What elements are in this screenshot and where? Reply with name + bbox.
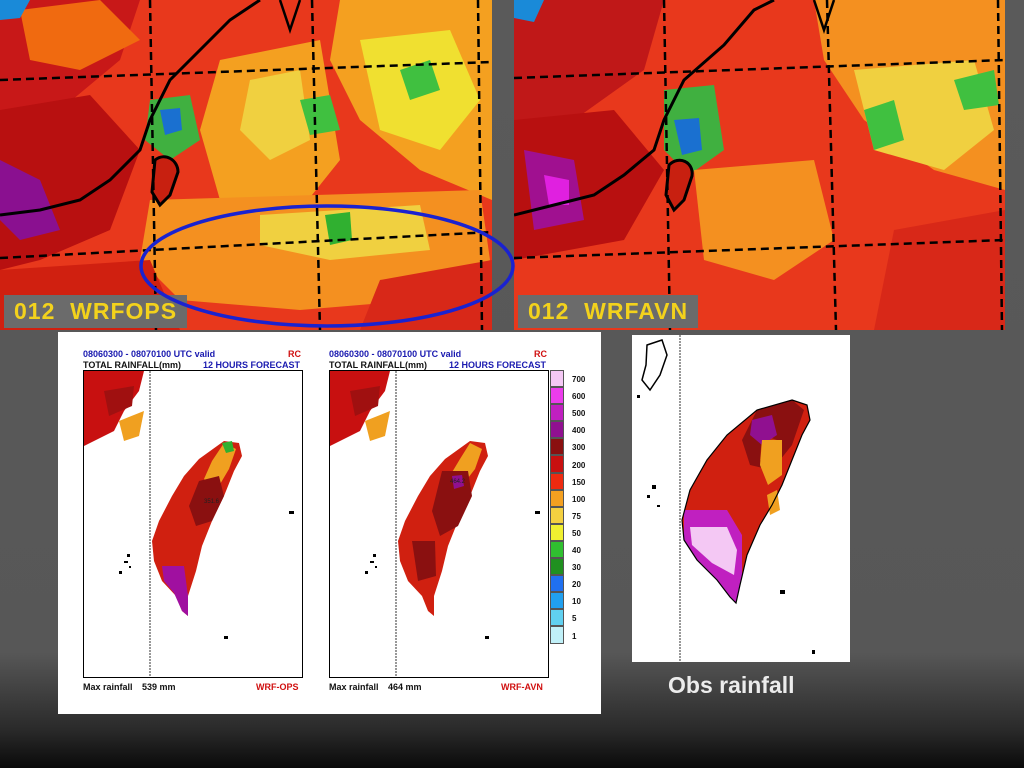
- legend-level-label: 1: [572, 631, 577, 641]
- model-name: WRF-OPS: [256, 682, 299, 692]
- legend-level-label: 300: [572, 443, 586, 453]
- legend-swatch: [550, 421, 564, 439]
- field-text: TOTAL RAINFALL(mm): [329, 360, 427, 370]
- legend-swatch: [550, 506, 564, 524]
- rainfall-color-legend: 700 600 500 400 300 200 150 100 75 50 40 30 20 10 5 1: [550, 370, 585, 644]
- legend-swatch: [550, 404, 564, 422]
- legend-swatch: [550, 455, 564, 473]
- period-text: 08060300 - 08070100 UTC valid: [329, 349, 462, 359]
- legend-level-label: 150: [572, 477, 586, 487]
- peak-value: 351.6: [204, 499, 220, 505]
- field-text: TOTAL RAINFALL(mm): [83, 360, 181, 370]
- forecast-hours-text: 12 HOURS FORECAST: [449, 360, 547, 370]
- legend-level-label: 100: [572, 494, 586, 504]
- legend-swatch: [550, 523, 564, 541]
- wrfops-label: 012 WRFOPS: [4, 295, 188, 328]
- forecast-hours-text: 12 HOURS FORECAST: [203, 360, 301, 370]
- legend-swatch: [550, 609, 564, 627]
- legend-level-label: 700: [572, 375, 586, 384]
- legend-swatch: [550, 592, 564, 610]
- wrfops-rain-map: [0, 0, 492, 330]
- wrfavn-forecast-panel: 08060300 - 08070100 UTC valid RC TOTAL R…: [304, 332, 601, 714]
- corner-code: RC: [534, 349, 547, 359]
- legend-level-label: 40: [572, 546, 581, 555]
- wrfavn-map-panel: 012 WRFAVN: [514, 0, 1005, 330]
- legend-level-label: 10: [572, 597, 581, 607]
- max-rainfall-label: Max rainfall: [83, 682, 133, 692]
- legend-swatch: [550, 540, 564, 559]
- legend-swatch: [550, 575, 564, 593]
- legend-swatch: [550, 472, 564, 490]
- wrfops-forecast-panel: 08060300 - 08070100 UTC valid RC TOTAL R…: [58, 332, 304, 714]
- obs-rainfall-caption: Obs rainfall: [668, 672, 795, 698]
- legend-level-label: 600: [572, 392, 586, 402]
- max-rainfall-value: 539 mm: [142, 682, 176, 692]
- wrfavn-label: 012 WRFAVN: [518, 295, 699, 328]
- peak-value: 464.2: [450, 479, 466, 485]
- legend-level-label: 400: [572, 426, 586, 436]
- legend-swatch: [550, 489, 564, 507]
- model-name: WRF-AVN: [501, 682, 543, 692]
- wrfops-forecast-map: 351.6: [83, 370, 303, 678]
- legend-swatch: [550, 558, 564, 576]
- corner-code: RC: [288, 349, 301, 359]
- legend-swatch: [550, 370, 564, 388]
- wrfavn-rain-map: [514, 0, 1005, 330]
- legend-level-label: 30: [572, 563, 581, 573]
- wrfops-map-panel: 012 WRFOPS: [0, 0, 492, 330]
- legend-swatch: [550, 626, 564, 644]
- wrfavn-forecast-map: 464.2: [329, 370, 549, 678]
- legend-level-label: 75: [572, 511, 581, 521]
- legend-swatch: [550, 438, 564, 456]
- legend-level-label: 200: [572, 460, 586, 470]
- period-text: 08060300 - 08070100 UTC valid: [83, 349, 216, 359]
- legend-level-label: 5: [572, 614, 577, 624]
- legend-level-label: 20: [572, 580, 581, 590]
- legend-level-label: 50: [572, 528, 581, 538]
- legend-level-label: 500: [572, 409, 586, 419]
- legend-swatch: [550, 387, 564, 405]
- max-rainfall-value: 464 mm: [388, 682, 422, 692]
- obs-rainfall-map: [632, 335, 850, 662]
- max-rainfall-label: Max rainfall: [329, 682, 379, 692]
